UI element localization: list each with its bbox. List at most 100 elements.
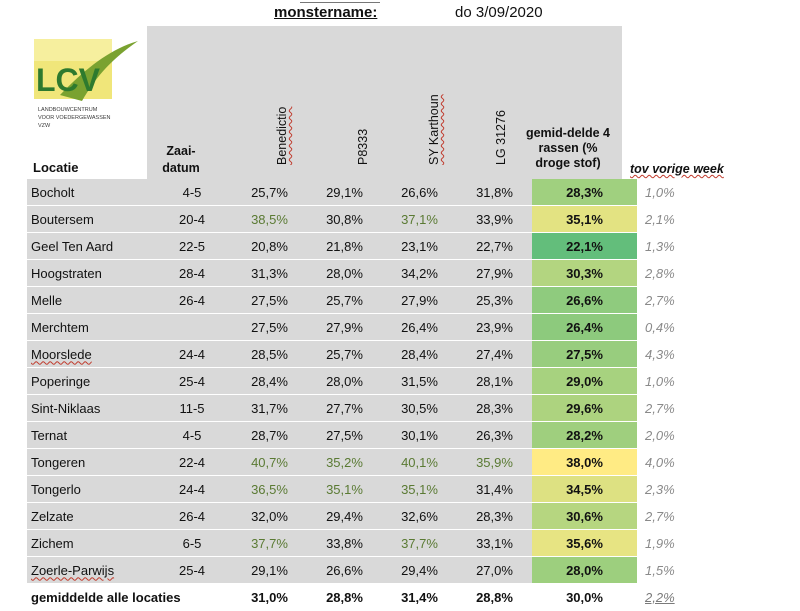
cell-locatie: Tongerlo	[27, 475, 152, 503]
cell-locatie: Merchtem	[27, 313, 152, 341]
cell-gemiddelde: 35,1%	[532, 205, 637, 233]
cell-variety-value: 30,8%	[307, 205, 382, 233]
cell-zaaidatum: 25-4	[152, 556, 232, 584]
cell-locatie: Zelzate	[27, 502, 152, 530]
lcv-logo-icon: LCV LANDBOUWCENTRUM VOOR VOEDERGEWASSEN …	[34, 39, 138, 129]
table-row: Tongeren 22-4 40,7% 35,2% 40,1% 35,9% 38,0% 4,0…	[27, 448, 725, 476]
zaai-line2: datum	[162, 161, 200, 175]
cell-variety-value: 27,5%	[232, 313, 307, 341]
table-row: Bocholt 4-5 25,7% 29,1% 26,6% 31,8% 28,3% 1,0%	[27, 179, 725, 206]
cell-zaaidatum: 4-5	[152, 179, 232, 206]
cell-locatie: Moorslede	[27, 340, 152, 368]
cell-zaaidatum: 6-5	[152, 529, 232, 557]
cell-gemiddelde: 35,6%	[532, 529, 637, 557]
cell-gemiddelde: 26,6%	[532, 286, 637, 314]
cell-tov: 1,0%	[637, 179, 725, 206]
variety-label: Benedictio	[275, 106, 289, 165]
cell-variety-value: 37,1%	[382, 205, 457, 233]
cell-variety-value: 31,5%	[382, 367, 457, 395]
summary-variety-value: 31,0%	[232, 583, 307, 611]
cell-tov: 1,3%	[637, 232, 725, 260]
cell-variety-value: 28,4%	[232, 367, 307, 395]
locatie-text: Geel Ten Aard	[31, 238, 114, 254]
cell-variety-value: 27,4%	[457, 340, 532, 368]
cell-variety-value: 30,1%	[382, 421, 457, 449]
cell-tov: 1,9%	[637, 529, 725, 557]
cell-locatie: Poperinge	[27, 367, 152, 395]
cell-locatie: Tongeren	[27, 448, 152, 476]
cell-variety-value: 35,2%	[307, 448, 382, 476]
logo-line2: VOOR VOEDERGEWASSEN	[38, 115, 111, 121]
table-row: Zichem 6-5 37,7% 33,8% 37,7% 33,1% 35,6% 1,9%	[27, 529, 725, 557]
gem-line2: rassen (%	[538, 141, 598, 155]
table-body: Bocholt 4-5 25,7% 29,1% 26,6% 31,8% 28,3% 1,0% B…	[27, 179, 725, 611]
cell-variety-value: 31,3%	[232, 259, 307, 287]
cell-locatie: Melle	[27, 286, 152, 314]
table-row: Hoogstraten 28-4 31,3% 28,0% 34,2% 27,9% 30,3%…	[27, 259, 725, 287]
monstername-label: monstername:	[274, 4, 378, 21]
cell-locatie: Ternat	[27, 421, 152, 449]
locatie-text: Melle	[31, 292, 63, 308]
header-band: Benedictio P8333 SY Karthoun LG 31276	[147, 26, 622, 179]
col-variety-1: Benedictio	[271, 49, 293, 179]
table-row: Sint-Niklaas 11-5 31,7% 27,7% 30,5% 28,3% 29,6…	[27, 394, 725, 422]
locatie-text: Merchtem	[31, 319, 89, 335]
cell-zaaidatum: 26-4	[152, 502, 232, 530]
cell-variety-value: 33,1%	[457, 529, 532, 557]
cell-tov: 2,0%	[637, 421, 725, 449]
cell-tov: 0,4%	[637, 313, 725, 341]
cell-variety-value: 28,7%	[232, 421, 307, 449]
locatie-text: Zoerle-Parwijs	[31, 562, 115, 578]
cell-variety-value: 20,8%	[232, 232, 307, 260]
cell-variety-value: 31,7%	[232, 394, 307, 422]
locatie-text: Bocholt	[31, 184, 75, 200]
cell-variety-value: 26,3%	[457, 421, 532, 449]
cell-tov: 2,1%	[637, 205, 725, 233]
cell-gemiddelde: 28,0%	[532, 556, 637, 584]
cell-zaaidatum: 28-4	[152, 259, 232, 287]
cell-variety-value: 28,3%	[457, 502, 532, 530]
lcv-logo: LCV LANDBOUWCENTRUM VOOR VOEDERGEWASSEN …	[30, 39, 140, 149]
cell-zaaidatum: 24-4	[152, 475, 232, 503]
summary-row: gemiddelde alle locaties 31,0% 28,8% 31,4% 2…	[27, 583, 725, 611]
cell-gemiddelde: 22,1%	[532, 232, 637, 260]
cell-variety-value: 36,5%	[232, 475, 307, 503]
cell-variety-value: 25,3%	[457, 286, 532, 314]
cell-variety-value: 27,9%	[382, 286, 457, 314]
cell-variety-value: 35,9%	[457, 448, 532, 476]
cell-variety-value: 27,0%	[457, 556, 532, 584]
summary-variety-value: 28,8%	[307, 583, 382, 611]
cell-variety-value: 27,9%	[457, 259, 532, 287]
locatie-text: Hoogstraten	[31, 265, 102, 281]
cell-variety-value: 31,8%	[457, 179, 532, 206]
cell-variety-value: 28,4%	[382, 340, 457, 368]
cell-locatie: Zichem	[27, 529, 152, 557]
cell-variety-value: 33,8%	[307, 529, 382, 557]
cell-gemiddelde: 30,3%	[532, 259, 637, 287]
locatie-text: Zelzate	[31, 508, 74, 524]
cell-tov: 2,7%	[637, 286, 725, 314]
cell-variety-value: 28,0%	[307, 259, 382, 287]
cell-tov: 2,3%	[637, 475, 725, 503]
gem-line1: gemid-delde 4	[525, 126, 611, 140]
summary-label: gemiddelde alle locaties	[27, 583, 232, 611]
table-row: Boutersem 20-4 38,5% 30,8% 37,1% 33,9% 35,1% 2,…	[27, 205, 725, 233]
table-row: Zelzate 26-4 32,0% 29,4% 32,6% 28,3% 30,6% 2,7%	[27, 502, 725, 530]
cell-gemiddelde: 27,5%	[532, 340, 637, 368]
table-row: Moorslede 24-4 28,5% 25,7% 28,4% 27,4% 27,5% 4,…	[27, 340, 725, 368]
cell-variety-value: 29,1%	[307, 179, 382, 206]
locatie-text: Sint-Niklaas	[31, 400, 101, 416]
cell-tov: 2,7%	[637, 394, 725, 422]
logo-line3: VZW	[38, 123, 51, 129]
cell-variety-value: 28,5%	[232, 340, 307, 368]
table-row: Ternat 4-5 28,7% 27,5% 30,1% 26,3% 28,2% 2,0%	[27, 421, 725, 449]
cut-off-border	[300, 0, 380, 3]
locatie-text: Tongerlo	[31, 481, 81, 497]
cell-variety-value: 32,0%	[232, 502, 307, 530]
variety-label: LG 31276	[494, 110, 508, 165]
gem-line3: droge stof)	[535, 156, 601, 170]
cell-variety-value: 25,7%	[307, 340, 382, 368]
cell-zaaidatum: 26-4	[152, 286, 232, 314]
locatie-text: Boutersem	[31, 211, 94, 227]
cell-zaaidatum: 22-4	[152, 448, 232, 476]
